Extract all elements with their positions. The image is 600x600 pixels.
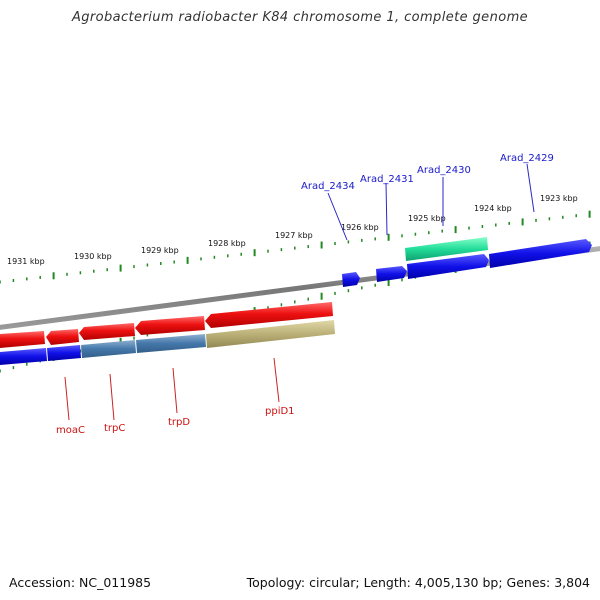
leader-line	[526, 163, 535, 213]
upper-scale-ticks	[0, 210, 591, 284]
scale-label: 1926 kbp	[341, 223, 379, 232]
cog-block[interactable]	[0, 348, 47, 365]
cog-block[interactable]	[136, 334, 206, 353]
genome-summary-text: Topology: circular; Length: 4,005,130 bp…	[246, 575, 590, 590]
bottom-gene-labels: moaC trpC trpD ppiD1	[56, 406, 295, 436]
top-label-leaders	[327, 163, 535, 241]
top-gene-labels: Arad_2434 Arad_2431 Arad_2430 Arad_2429	[301, 153, 554, 192]
leader-line	[109, 373, 115, 421]
leader-line	[64, 376, 70, 421]
leader-line	[172, 367, 178, 414]
gene-arrow-red-1[interactable]	[0, 331, 45, 348]
genome-title: Agrobacterium radiobacter K84 chromosome…	[71, 10, 529, 25]
scale-label: 1931 kbp	[7, 257, 45, 266]
gene-label-ppid1[interactable]: ppiD1	[265, 406, 295, 417]
gene-arrow-moac[interactable]	[46, 329, 79, 345]
bottom-label-leaders	[64, 357, 280, 421]
scale-labels: 1931 kbp 1930 kbp 1929 kbp 1928 kbp 1927…	[7, 194, 578, 266]
leader-line	[273, 357, 280, 403]
accession-text: Accession: NC_011985	[9, 575, 152, 590]
scale-label: 1927 kbp	[275, 231, 313, 240]
leader-line	[385, 182, 388, 236]
gene-arrow-ppid1[interactable]	[205, 302, 333, 328]
scale-label: 1925 kbp	[408, 214, 446, 223]
gene-label-arad-2430[interactable]: Arad_2430	[417, 165, 471, 176]
scale-label: 1929 kbp	[141, 246, 179, 255]
cog-block[interactable]	[206, 320, 335, 348]
gene-arrow-trpc[interactable]	[79, 323, 135, 340]
scale-label: 1923 kbp	[540, 194, 578, 203]
forward-strand-genes	[342, 237, 592, 287]
gene-arrow-trpd[interactable]	[135, 316, 205, 335]
gene-label-arad-2429[interactable]: Arad_2429	[500, 153, 554, 164]
gene-label-arad-2431[interactable]: Arad_2431	[360, 174, 414, 185]
cog-block[interactable]	[81, 340, 136, 358]
gene-arrow-arad-2429[interactable]	[489, 239, 592, 268]
gene-label-arad-2434[interactable]: Arad_2434	[301, 181, 355, 192]
gene-arrow-arad-2434[interactable]	[342, 272, 360, 287]
cog-block[interactable]	[47, 345, 81, 361]
reverse-strand-genes	[0, 302, 333, 348]
scale-label: 1928 kbp	[208, 239, 246, 248]
scale-label: 1924 kbp	[474, 204, 512, 213]
cog-track	[0, 320, 335, 365]
gene-label-trpc[interactable]: trpC	[104, 423, 125, 434]
gene-label-trpd[interactable]: trpD	[168, 417, 190, 428]
scale-label: 1930 kbp	[74, 252, 112, 261]
gene-label-moac[interactable]: moaC	[56, 425, 85, 436]
gene-arrow-arad-2430[interactable]	[407, 254, 489, 279]
gene-arrow-arad-2431[interactable]	[376, 266, 407, 282]
leader-line	[327, 192, 348, 241]
rna-gene-block[interactable]	[405, 237, 488, 261]
